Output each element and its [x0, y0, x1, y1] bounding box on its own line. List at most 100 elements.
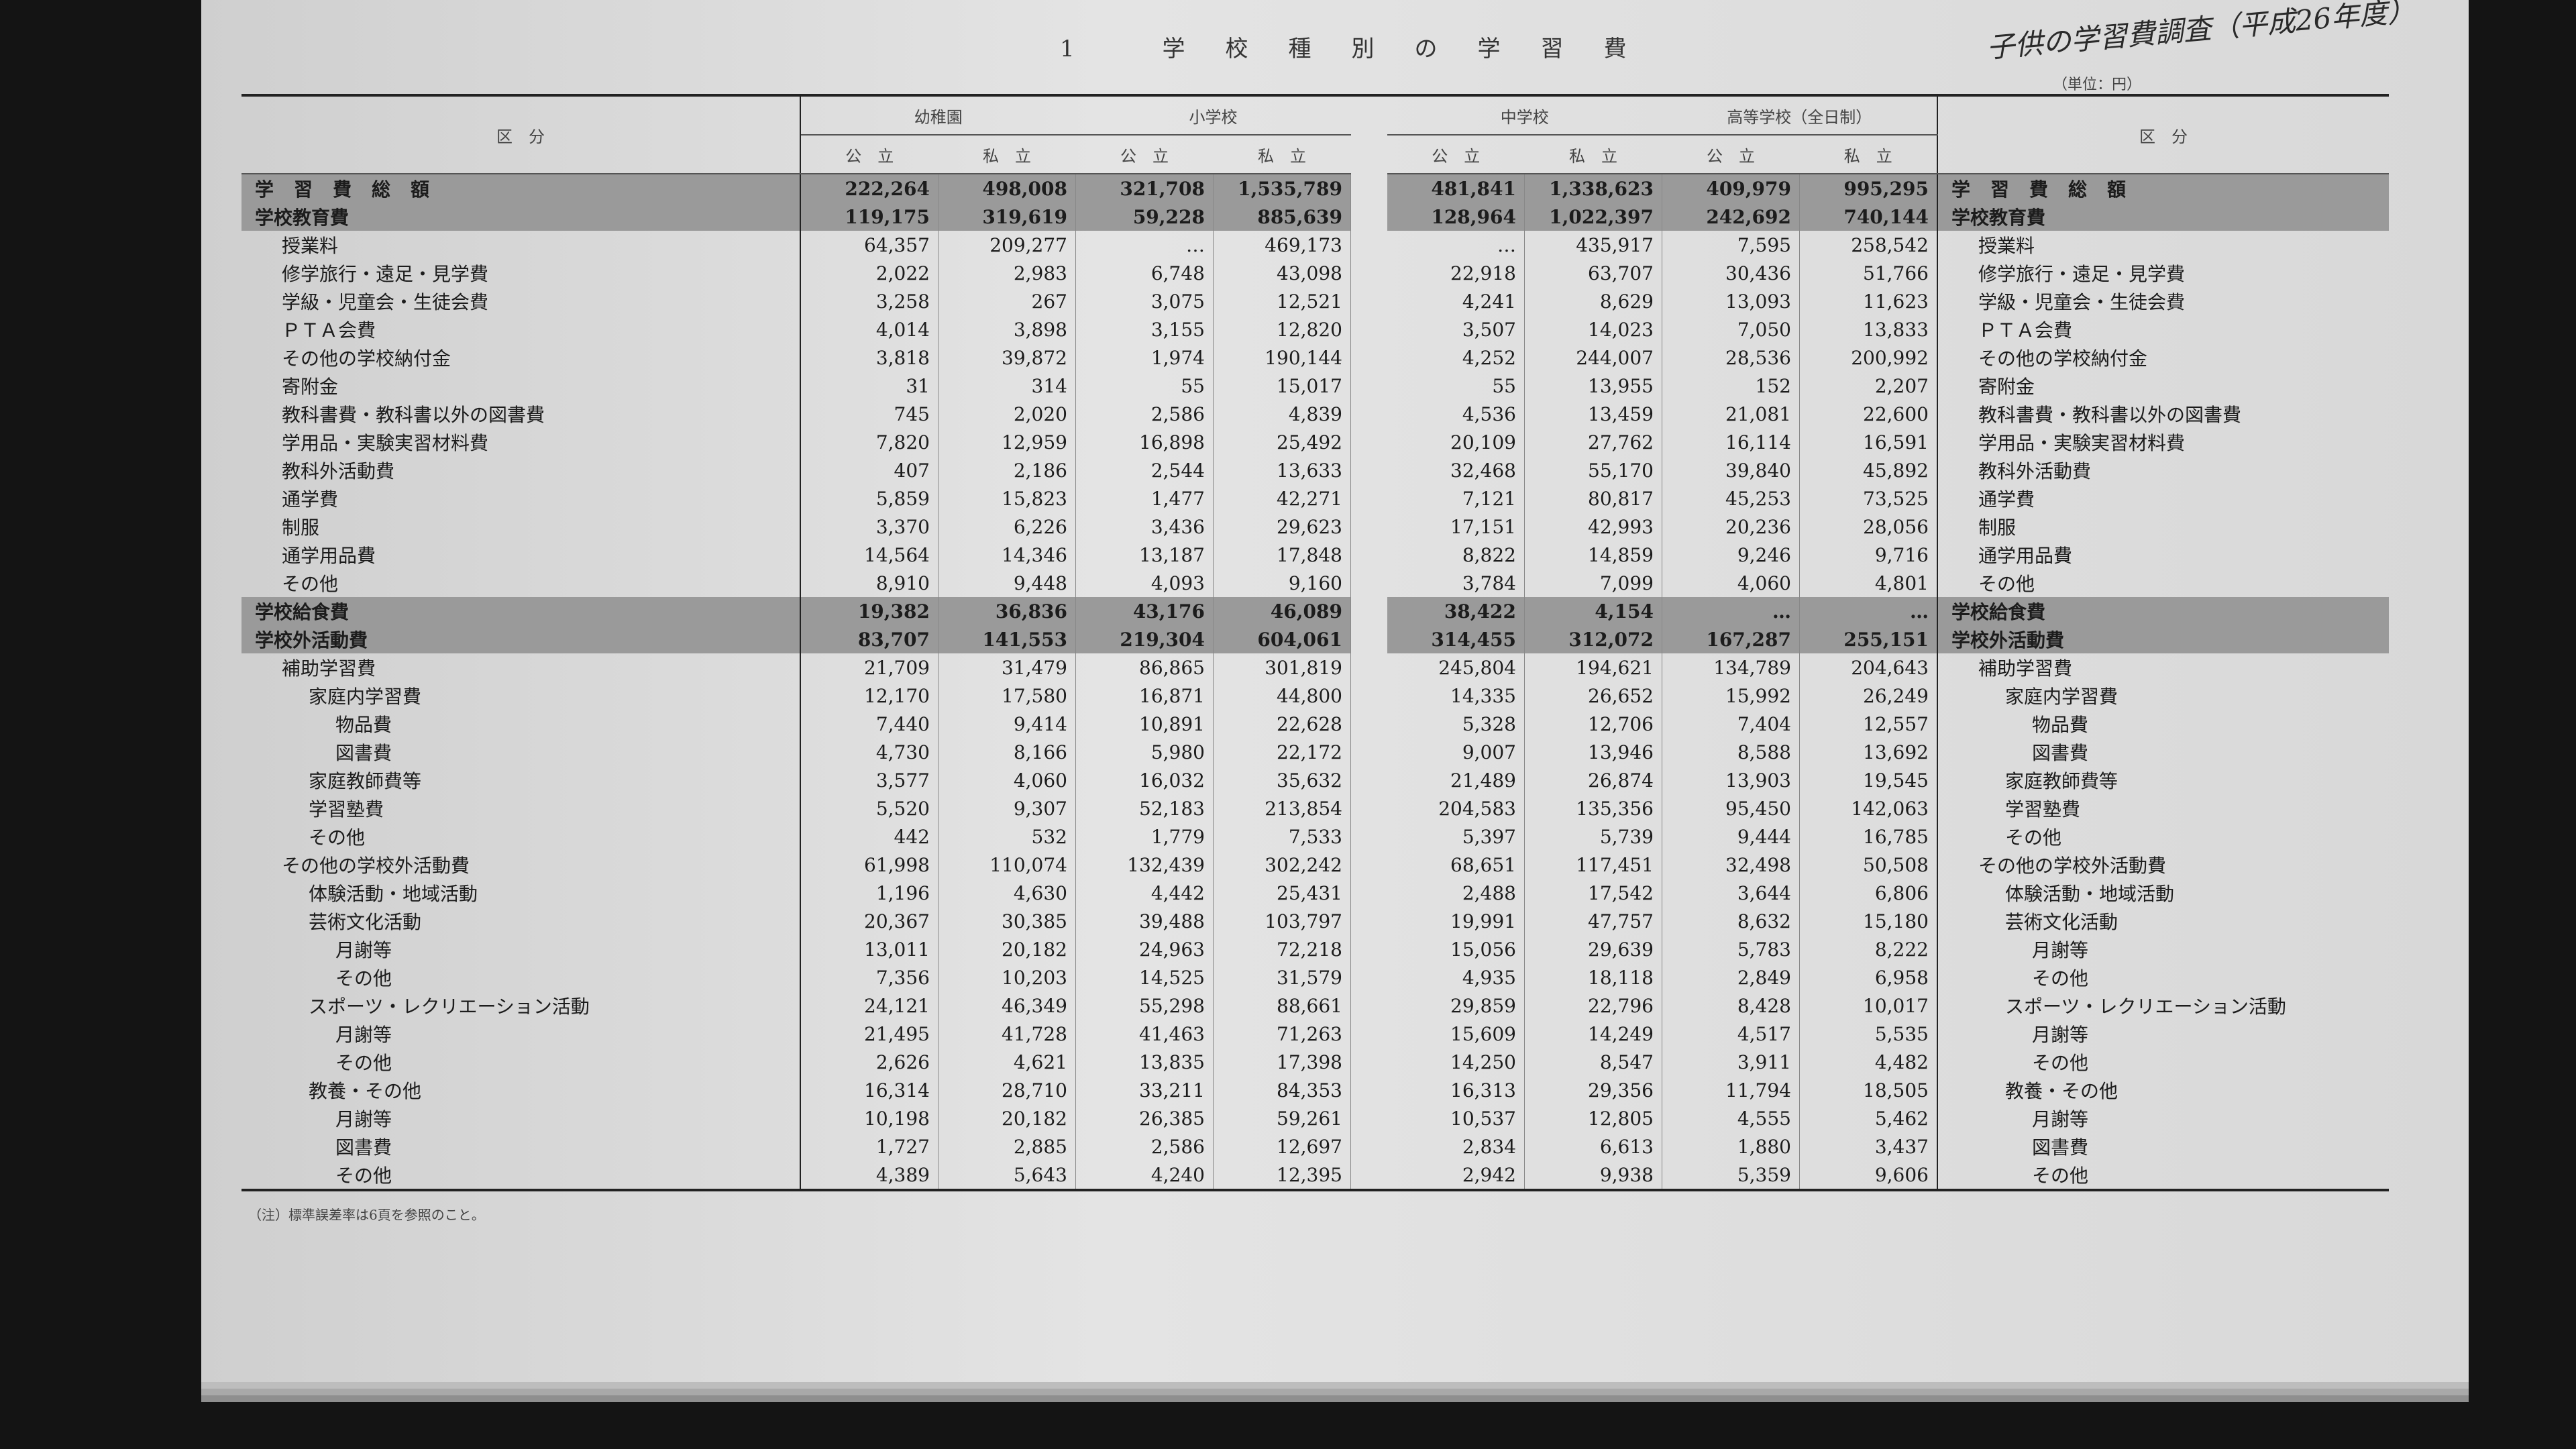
row-label-right: 制服	[1937, 513, 2389, 541]
value-cell: 9,414	[938, 710, 1076, 738]
row-label-right: ＰＴＡ会費	[1937, 315, 2389, 343]
value-cell: 7,404	[1662, 710, 1800, 738]
value-cell: …	[1799, 597, 1938, 625]
value-cell: 14,564	[800, 541, 938, 569]
category-header-right: 区 分	[1937, 94, 2389, 174]
value-cell: 190,144	[1213, 343, 1351, 372]
table-row: 学級・児童会・生徒会費 3,258 267 3,075 12,521 4,241 8,629…	[241, 287, 2389, 315]
row-label-right: その他	[1937, 1048, 2389, 1076]
value-cell: 7,440	[800, 710, 938, 738]
row-label-right: 芸術文化活動	[1937, 907, 2389, 935]
value-cell: 469,173	[1213, 231, 1351, 259]
value-cell: 64,357	[800, 231, 938, 259]
value-cell: 22,600	[1799, 400, 1938, 428]
value-cell: 194,621	[1524, 653, 1662, 682]
value-cell: 80,817	[1524, 484, 1662, 513]
row-label-right: 月謝等	[1937, 1104, 2389, 1132]
row-label-right: スポーツ・レクリエーション活動	[1937, 991, 2389, 1020]
table-row: 学用品・実験実習材料費 7,820 12,959 16,898 25,492 20,109…	[241, 428, 2389, 456]
value-cell: 10,537	[1387, 1104, 1525, 1132]
value-cell: 3,911	[1662, 1048, 1800, 1076]
value-cell: 8,428	[1662, 991, 1800, 1020]
learning-cost-table: 区 分 幼稚園 小学校 中学校 高等学校（全日制） 区 分 公 立私 立公 立私…	[241, 94, 2389, 1191]
value-cell: 4,240	[1075, 1161, 1214, 1191]
group-junior-high: 中学校	[1387, 94, 1662, 136]
value-cell: 31	[800, 372, 938, 400]
value-cell: 135,356	[1524, 794, 1662, 822]
value-cell: 7,595	[1662, 231, 1800, 259]
value-cell: 2,983	[938, 259, 1076, 287]
value-cell: 4,482	[1799, 1048, 1938, 1076]
value-cell: 27,762	[1524, 428, 1662, 456]
value-cell: 6,226	[938, 513, 1076, 541]
value-cell: 31,579	[1213, 963, 1351, 991]
value-cell: 2,586	[1075, 1132, 1214, 1161]
value-cell: 16,114	[1662, 428, 1800, 456]
value-cell: 213,854	[1213, 794, 1351, 822]
value-cell: 110,074	[938, 851, 1076, 879]
value-cell: 41,463	[1075, 1020, 1214, 1048]
row-label: 家庭内学習費	[241, 682, 801, 710]
value-cell: 29,859	[1387, 991, 1525, 1020]
row-label: 図書費	[241, 1132, 801, 1161]
value-cell: 5,783	[1662, 935, 1800, 963]
value-cell: 13,903	[1662, 766, 1800, 794]
value-cell: 1,477	[1075, 484, 1214, 513]
value-cell: 16,314	[800, 1076, 938, 1104]
row-label-right: その他の学校外活動費	[1937, 851, 2389, 879]
table-row: 学習塾費 5,520 9,307 52,183 213,854 204,583 135,35…	[241, 794, 2389, 822]
value-cell: 6,806	[1799, 879, 1938, 907]
subheader-private: 私 立	[1799, 135, 1937, 174]
value-cell: 83,707	[800, 625, 938, 653]
value-cell: 16,785	[1799, 822, 1938, 851]
value-cell: 4,252	[1387, 343, 1525, 372]
value-cell: 5,859	[800, 484, 938, 513]
value-cell: 9,007	[1387, 738, 1525, 766]
value-cell: 2,207	[1799, 372, 1938, 400]
row-label-right: 体験活動・地域活動	[1937, 879, 2389, 907]
row-label: 補助学習費	[241, 653, 801, 682]
row-label: その他	[241, 569, 801, 597]
row-label: その他の学校納付金	[241, 343, 801, 372]
row-label: 教科外活動費	[241, 456, 801, 484]
value-cell: 7,099	[1524, 569, 1662, 597]
value-cell: …	[1075, 231, 1214, 259]
subheader-private: 私 立	[1524, 135, 1662, 174]
table-title: 1 学校種別の学習費	[1060, 36, 1667, 62]
value-cell: 15,823	[938, 484, 1076, 513]
row-label-right: 月謝等	[1937, 1020, 2389, 1048]
value-cell: 15,017	[1213, 372, 1351, 400]
value-cell: 8,588	[1662, 738, 1800, 766]
value-cell: 20,182	[938, 1104, 1076, 1132]
row-label-right: 学用品・実験実習材料費	[1937, 428, 2389, 456]
value-cell: 12,395	[1213, 1161, 1351, 1191]
value-cell: 24,121	[800, 991, 938, 1020]
value-cell: 1,880	[1662, 1132, 1800, 1161]
value-cell: 4,621	[938, 1048, 1076, 1076]
value-cell: 25,492	[1213, 428, 1351, 456]
value-cell: 409,979	[1662, 174, 1800, 203]
value-cell: 5,980	[1075, 738, 1214, 766]
value-cell: 4,801	[1799, 569, 1938, 597]
table-row: 修学旅行・遠足・見学費 2,022 2,983 6,748 43,098 22,918 63…	[241, 259, 2389, 287]
table-row: 月謝等 10,198 20,182 26,385 59,261 10,537 12,805 4…	[241, 1104, 2389, 1132]
value-cell: 21,495	[800, 1020, 938, 1048]
value-cell: 9,448	[938, 569, 1076, 597]
value-cell: 8,547	[1524, 1048, 1662, 1076]
value-cell: 84,353	[1213, 1076, 1351, 1104]
table-row: 図書費 4,730 8,166 5,980 22,172 9,007 13,946 8,588…	[241, 738, 2389, 766]
table-row: 通学費 5,859 15,823 1,477 42,271 7,121 80,817 45,2…	[241, 484, 2389, 513]
value-cell: 18,118	[1524, 963, 1662, 991]
subheader-private: 私 立	[938, 135, 1076, 174]
value-cell: 119,175	[800, 203, 938, 231]
value-cell: 6,613	[1524, 1132, 1662, 1161]
value-cell: 1,535,789	[1213, 174, 1351, 203]
table-row: 寄附金 31 314 55 15,017 55 13,955 152 2,207 寄附金	[241, 372, 2389, 400]
row-label: 教科書費・教科書以外の図書費	[241, 400, 801, 428]
row-label-right: その他の学校納付金	[1937, 343, 2389, 372]
row-label: 図書費	[241, 738, 801, 766]
value-cell: 45,892	[1799, 456, 1938, 484]
row-label-right: 通学費	[1937, 484, 2389, 513]
value-cell: 38,422	[1387, 597, 1525, 625]
value-cell: 19,991	[1387, 907, 1525, 935]
